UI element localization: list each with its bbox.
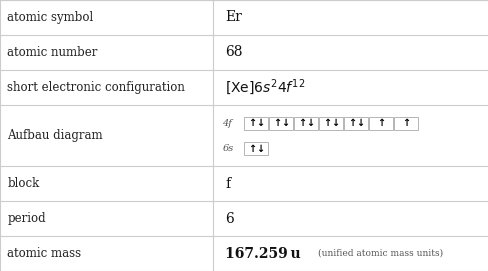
Text: ↓: ↓ xyxy=(355,118,363,128)
Text: ↑: ↑ xyxy=(273,118,281,128)
Text: ↑: ↑ xyxy=(347,118,355,128)
Text: ↑: ↑ xyxy=(323,118,330,128)
Text: ↓: ↓ xyxy=(281,118,288,128)
Text: ↑: ↑ xyxy=(248,118,256,128)
Bar xyxy=(344,117,367,130)
Text: short electronic configuration: short electronic configuration xyxy=(7,81,185,94)
Text: block: block xyxy=(7,177,40,190)
Text: ↓: ↓ xyxy=(256,118,264,128)
Text: 4f: 4f xyxy=(222,119,232,128)
Text: 6: 6 xyxy=(224,212,233,225)
Text: ↓: ↓ xyxy=(330,118,338,128)
Text: 167.259 u: 167.259 u xyxy=(224,247,300,260)
Bar xyxy=(294,117,317,130)
Text: ↑: ↑ xyxy=(376,118,384,128)
Text: $\mathregular{[Xe]6}s^{2}\mathregular{4}f^{12}$: $\mathregular{[Xe]6}s^{2}\mathregular{4}… xyxy=(224,78,305,97)
Text: f: f xyxy=(224,177,229,191)
Text: ↓: ↓ xyxy=(256,144,264,154)
Text: 6s: 6s xyxy=(222,144,233,153)
Text: ↓: ↓ xyxy=(305,118,313,128)
Text: ↑: ↑ xyxy=(401,118,409,128)
Bar xyxy=(393,117,417,130)
Text: Er: Er xyxy=(224,11,242,24)
Text: ↑: ↑ xyxy=(248,144,256,154)
Text: ↑: ↑ xyxy=(298,118,305,128)
Bar xyxy=(244,117,267,130)
Bar xyxy=(368,117,392,130)
Text: (unified atomic mass units): (unified atomic mass units) xyxy=(317,249,442,258)
Text: atomic symbol: atomic symbol xyxy=(7,11,93,24)
Text: Aufbau diagram: Aufbau diagram xyxy=(7,129,103,142)
Text: period: period xyxy=(7,212,46,225)
Text: atomic mass: atomic mass xyxy=(7,247,81,260)
Bar xyxy=(319,117,342,130)
Text: 68: 68 xyxy=(224,46,242,59)
Text: atomic number: atomic number xyxy=(7,46,98,59)
Bar xyxy=(269,117,292,130)
Bar xyxy=(244,143,267,156)
